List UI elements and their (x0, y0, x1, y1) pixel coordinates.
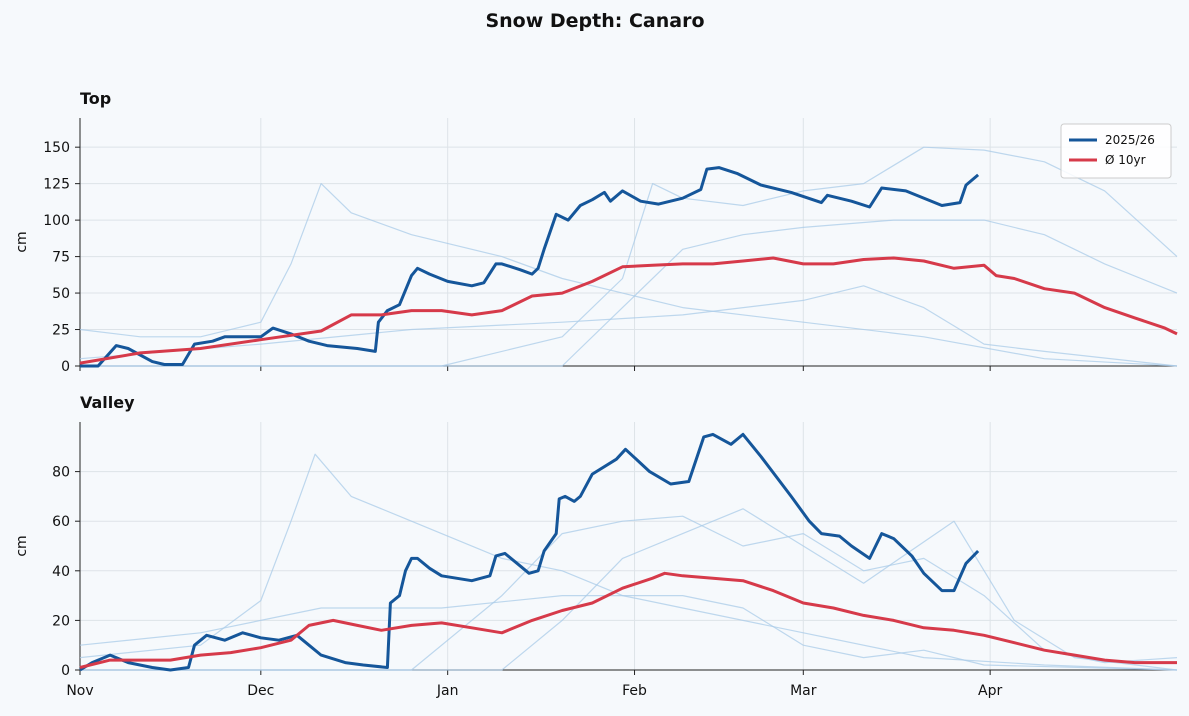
season-line (79, 183, 1178, 367)
x-tick-label: Jan (436, 683, 459, 699)
series-line (80, 166, 980, 368)
x-tick-label: Nov (66, 683, 93, 699)
y-tick-label: 100 (43, 213, 70, 229)
y-tick-label: 0 (61, 359, 70, 375)
series-line (79, 571, 1177, 669)
x-tick-label: Dec (247, 683, 274, 699)
y-axis-label: cm (14, 231, 30, 252)
season-line (79, 453, 1178, 671)
y-tick-label: 80 (52, 465, 70, 481)
y-tick-label: 20 (52, 613, 70, 629)
y-tick-label: 40 (52, 564, 70, 580)
legend-box (1060, 123, 1172, 179)
y-tick-label: 0 (61, 663, 70, 679)
panel-title: Valley (80, 393, 135, 412)
panel-title: Top (80, 89, 111, 108)
y-tick-label: 25 (52, 323, 70, 339)
y-tick-label: 75 (52, 250, 70, 266)
season-line (80, 515, 1178, 671)
series-line (79, 256, 1178, 365)
y-tick-label: 60 (52, 514, 70, 530)
series-line (79, 432, 980, 672)
x-tick-label: Apr (978, 683, 1002, 699)
season-line (80, 508, 1178, 671)
season-line (80, 146, 1178, 367)
legend-label: 2025/26 (1105, 133, 1155, 147)
y-tick-label: 125 (43, 177, 70, 193)
x-tick-label: Feb (622, 683, 647, 699)
y-tick-label: 50 (52, 286, 70, 302)
season-line (79, 285, 1178, 367)
chart-title: Snow Depth: Canaro (485, 10, 704, 32)
legend-label: Ø 10yr (1105, 153, 1146, 167)
y-axis-label: cm (14, 535, 30, 556)
season-line (79, 595, 1178, 671)
y-tick-label: 150 (43, 140, 70, 156)
x-tick-label: Mar (790, 683, 817, 699)
season-line (80, 219, 1178, 367)
